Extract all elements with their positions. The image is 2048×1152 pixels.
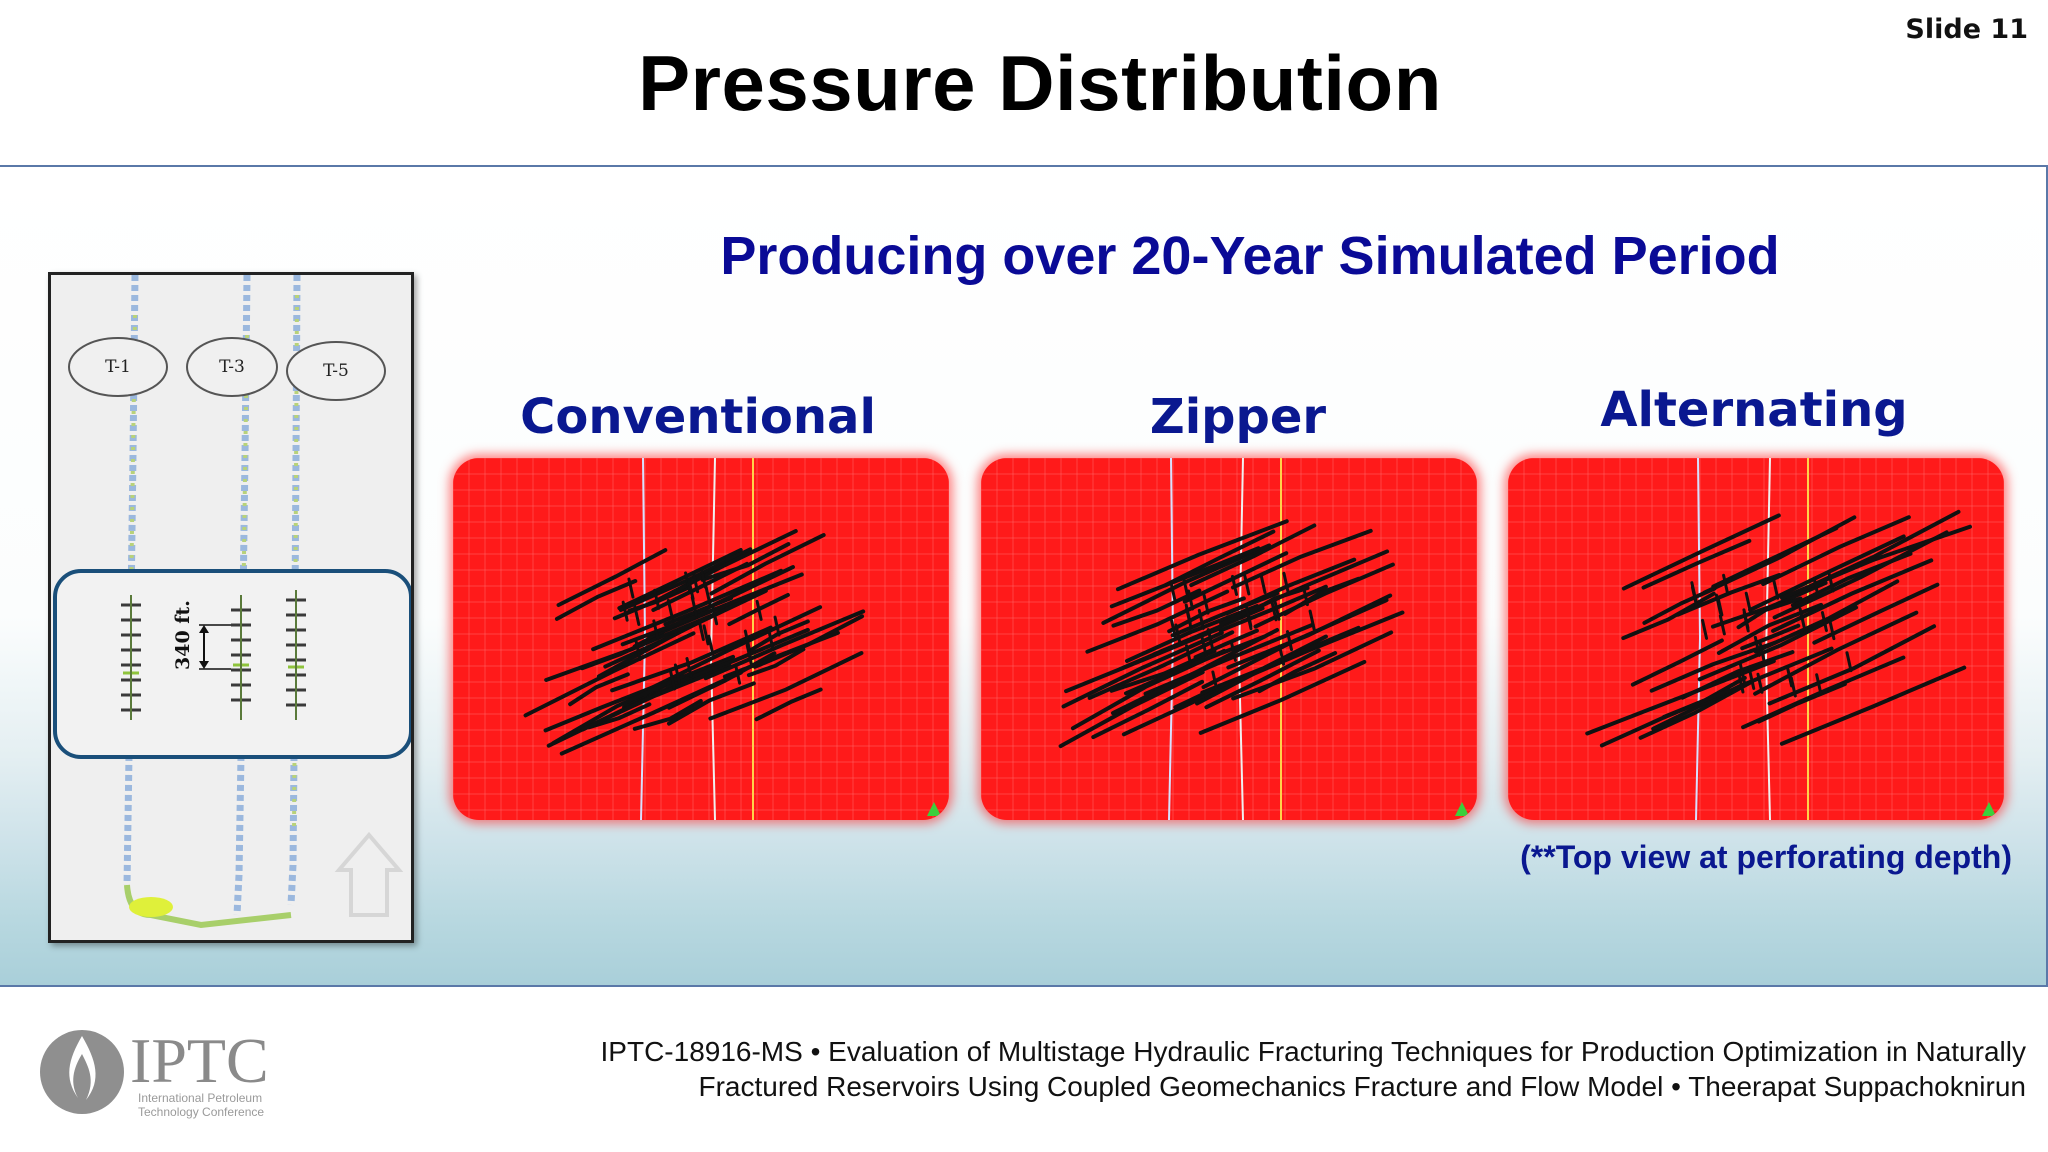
- corner-marker: [1982, 802, 1996, 816]
- lateral-label-t5: T-5: [323, 361, 349, 381]
- lateral-bubble-t1: [68, 337, 168, 397]
- pressure-map-zipper: [981, 458, 1477, 820]
- lateral-label-t3: T-3: [219, 357, 245, 377]
- pressure-map-svg: [981, 458, 1477, 820]
- well-trace: [709, 458, 716, 820]
- slide-title: Pressure Distribution: [638, 39, 1442, 127]
- wellbore-figure: 340 ft. T-1 T-3 T-5: [48, 272, 414, 943]
- panel-label-zipper: Zipper: [1149, 389, 1327, 445]
- panel-label-alternating: Alternating: [1600, 382, 1908, 438]
- footnote: (**Top view at perforating depth): [1520, 839, 2012, 875]
- spacing-label: 340 ft.: [172, 600, 194, 670]
- citation-line1: IPTC-18916-MS • Evaluation of Multistage…: [600, 1036, 2026, 1067]
- logo-subtitle-line1: International Petroleum: [138, 1091, 262, 1105]
- well-trace: [1695, 458, 1702, 820]
- grid-lines: [981, 458, 1477, 820]
- well-trace: [1237, 458, 1244, 820]
- well-junction: [129, 897, 173, 917]
- up-arrow-icon: [334, 831, 404, 917]
- subtitle: Producing over 20-Year Simulated Period: [720, 226, 1780, 286]
- corner-marker: [927, 802, 941, 816]
- content-band: 340 ft. T-1 T-3 T-5 Producing over 20-Ye…: [0, 165, 2048, 987]
- lateral-bubble-t5: [286, 341, 386, 401]
- well-trace: [1764, 458, 1771, 820]
- lateral-label-t1: T-1: [105, 357, 131, 377]
- pressure-map-conventional: [453, 458, 949, 820]
- corner-marker: [1455, 802, 1469, 816]
- iptc-logo: IPTC International Petroleum Technology …: [38, 1020, 288, 1120]
- wellbore-diagram: 340 ft. T-1 T-3 T-5: [53, 275, 411, 929]
- fracture-network: [523, 529, 866, 756]
- fracture-network: [1058, 519, 1405, 749]
- grid-lines: [453, 458, 949, 820]
- slide-number: Slide 11: [1905, 14, 2028, 45]
- panel-label-conventional: Conventional: [520, 389, 876, 445]
- pressure-map-svg: [453, 458, 949, 820]
- fracture-network: [1585, 509, 1972, 748]
- pressure-map-alternating: [1508, 458, 2004, 820]
- logo-text: IPTC: [130, 1025, 269, 1096]
- lateral-bubble-t3: [186, 337, 278, 397]
- logo-subtitle-line2: Technology Conference: [138, 1105, 264, 1119]
- citation-line2: Fractured Reservoirs Using Coupled Geome…: [698, 1071, 2027, 1102]
- citation: IPTC-18916-MS • Evaluation of Multistage…: [526, 1034, 2026, 1104]
- logo-drop-icon: [40, 1030, 124, 1114]
- pressure-map-svg: [1508, 458, 2004, 820]
